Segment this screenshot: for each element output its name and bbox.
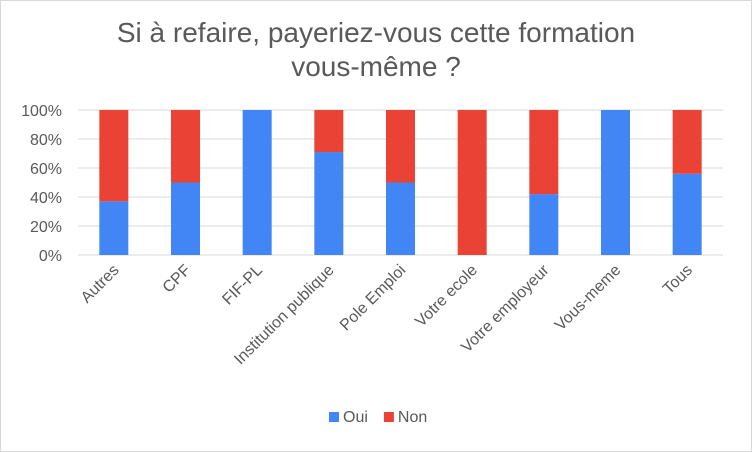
bar-non <box>529 110 559 195</box>
y-tick-label: 40% <box>30 190 62 207</box>
legend-swatch-non <box>383 412 394 422</box>
bar-non <box>457 110 487 255</box>
chart-title-line-2: vous-même ? <box>291 51 461 82</box>
legend-label-oui: Oui <box>343 409 368 426</box>
y-tick-label: 20% <box>30 219 62 236</box>
bar-oui <box>529 194 559 255</box>
y-tick-label: 100% <box>21 103 62 120</box>
bar-oui <box>314 152 344 255</box>
bar-oui <box>601 110 630 255</box>
y-tick-label: 60% <box>30 161 62 178</box>
bar-non <box>314 110 344 153</box>
bar-non <box>672 110 702 174</box>
x-tick-label: CPF <box>160 262 195 297</box>
bar-oui <box>386 182 415 255</box>
x-tick-label: FIF-PL <box>219 262 266 309</box>
bar-non <box>386 110 415 183</box>
bar-oui <box>99 201 129 255</box>
x-tick-label: Vous-meme <box>552 262 624 334</box>
x-tick-label: Votre ecole <box>412 262 481 331</box>
bar-oui <box>171 182 200 255</box>
x-tick-label: Tous <box>660 262 696 298</box>
legend-swatch-oui <box>329 412 339 422</box>
bar-oui <box>672 173 702 255</box>
legend-label-non: Non <box>398 409 427 426</box>
y-tick-label: 80% <box>30 132 62 149</box>
bar-non <box>171 110 200 183</box>
bar-non <box>99 110 129 202</box>
bar-oui <box>242 110 272 255</box>
y-tick-label: 0% <box>39 248 62 265</box>
chart-title: Si à refaire, payeriez-vous cette format… <box>0 16 752 84</box>
chart-title-line-1: Si à refaire, payeriez-vous cette format… <box>116 17 636 48</box>
x-tick-label: Pole Emploi <box>337 262 409 334</box>
x-tick-label: Autres <box>78 262 123 307</box>
